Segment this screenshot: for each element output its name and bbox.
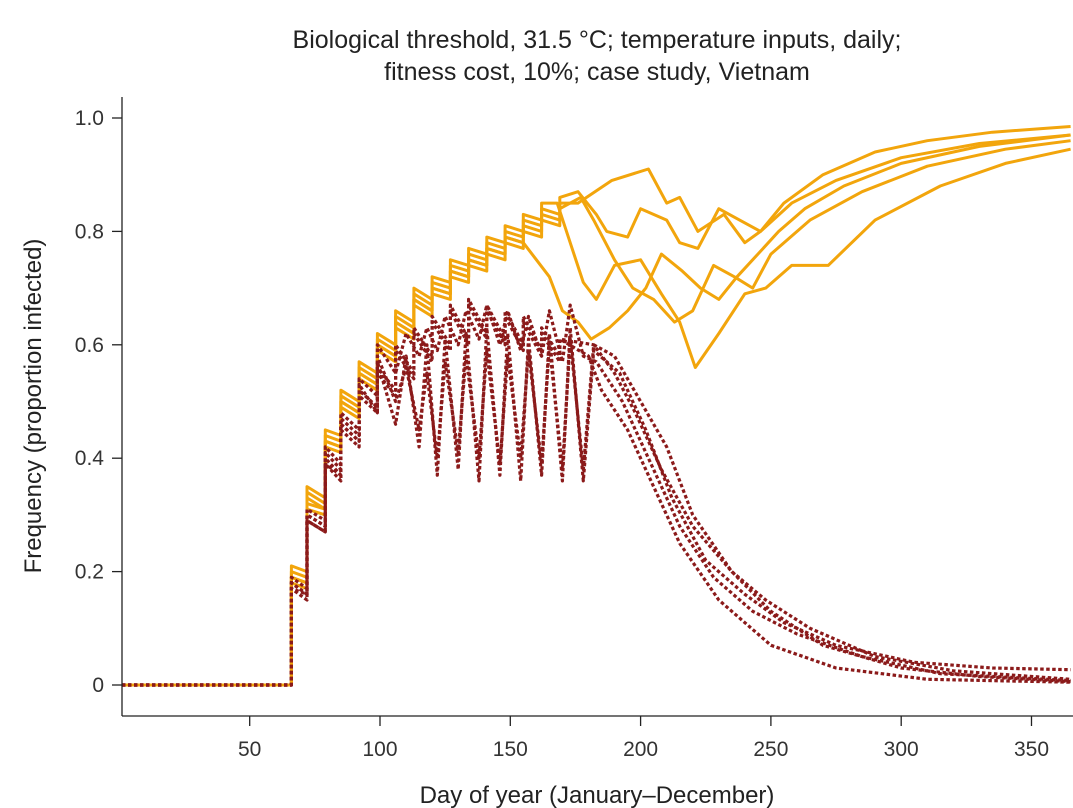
y-tick-label: 1.0 — [75, 107, 104, 130]
x-axis-title: Day of year (January–December) — [420, 782, 775, 808]
series-dotted-6 — [122, 297, 1071, 687]
x-tick-label: 100 — [362, 738, 397, 761]
y-ticks: 0 0.2 0.4 0.6 0.8 1.0 — [75, 107, 122, 697]
x-tick-label: 250 — [753, 738, 788, 761]
x-tick-label: 200 — [623, 738, 658, 761]
x-tick-label: 300 — [884, 738, 919, 761]
series-solid-2 — [122, 133, 1071, 687]
y-axis-title: Frequency (proportion infected) — [20, 239, 47, 574]
y-tick-label: 0.2 — [75, 561, 104, 584]
series-dotted-9 — [122, 326, 1071, 687]
x-tick-label: 350 — [1014, 738, 1049, 761]
series-solid-3 — [122, 139, 1071, 687]
x-tick-label: 50 — [238, 738, 261, 761]
y-tick-label: 0.6 — [75, 334, 104, 357]
series-solid-5 — [122, 133, 1071, 687]
y-tick-label: 0 — [92, 674, 104, 697]
y-tick-label: 0.8 — [75, 220, 104, 243]
chart-title-line-1: Biological threshold, 31.5 °C; temperatu… — [293, 26, 902, 54]
chart-title-line-2: fitness cost, 10%; case study, Vietnam — [384, 58, 810, 86]
y-tick-label: 0.4 — [75, 447, 105, 470]
x-ticks: 50 100 150 200 250 300 350 — [238, 716, 1049, 761]
series-layer — [122, 125, 1071, 687]
series-dotted-7 — [122, 303, 1071, 687]
x-tick-label: 150 — [493, 738, 528, 761]
series-solid-4 — [122, 147, 1071, 687]
series-solid-1 — [122, 125, 1071, 687]
series-dotted-8 — [122, 337, 1071, 687]
series-dotted-10 — [122, 303, 1071, 687]
